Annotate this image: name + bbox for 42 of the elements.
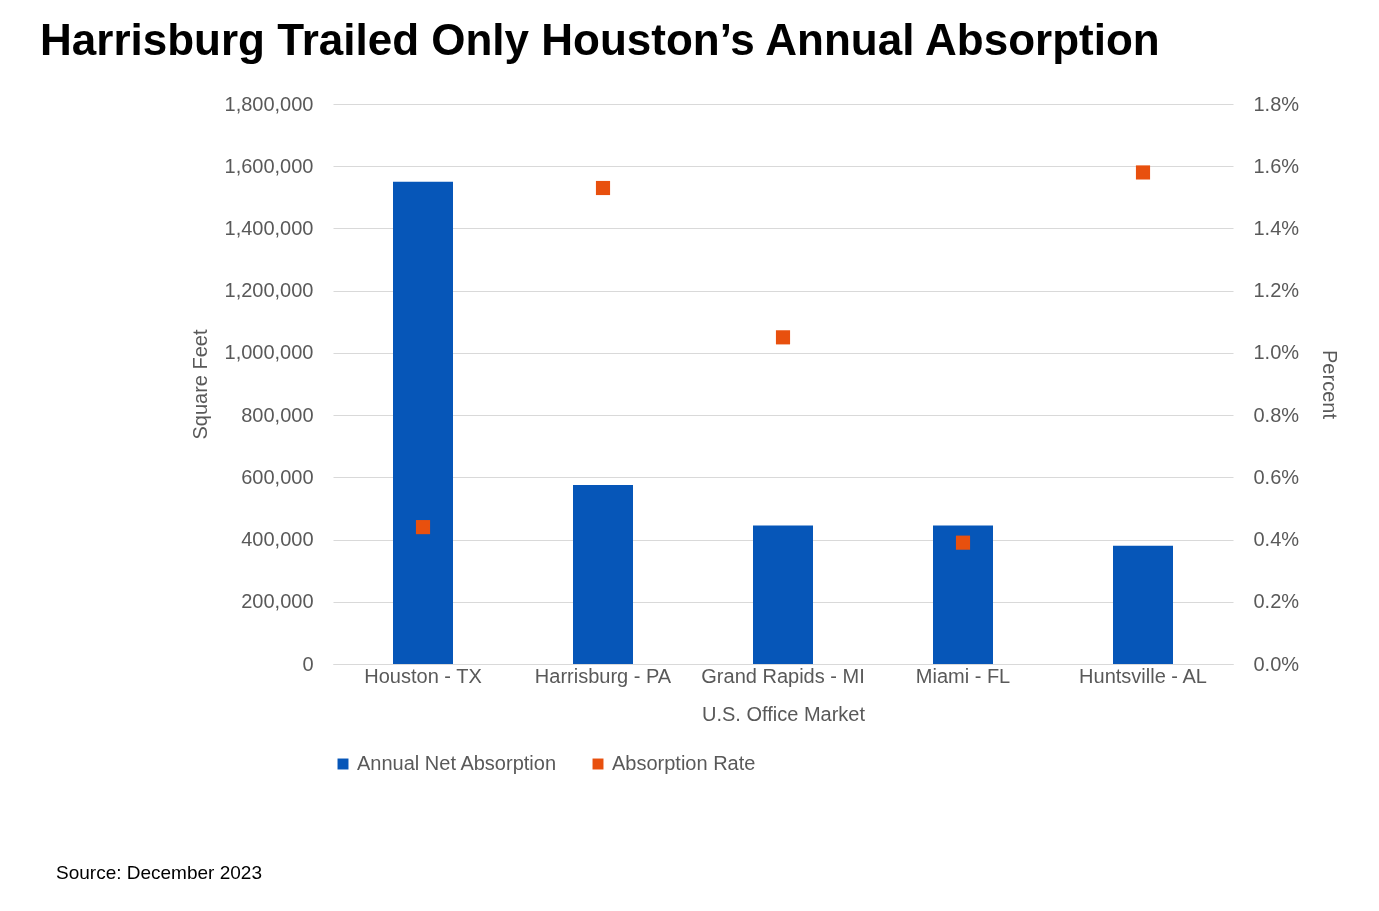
y2-tick-label: 0.4% — [1253, 528, 1300, 551]
legend-label: Absorption Rate — [612, 752, 756, 774]
y2-tick-label: 1.6% — [1253, 154, 1300, 177]
y-tick-label: 200,000 — [241, 590, 314, 613]
x-tick-label: Miami - FL — [915, 664, 1011, 687]
y-tick-label: 600,000 — [241, 465, 314, 488]
y2-tick-label: 0.6% — [1253, 465, 1300, 488]
point — [955, 535, 971, 550]
bar — [933, 525, 993, 664]
y-tick-label: 1,200,000 — [224, 279, 314, 302]
y2-tick-label: 1.4% — [1253, 216, 1300, 239]
y2-tick-label: 0.2% — [1253, 590, 1300, 613]
chart-title: Harrisburg Trailed Only Houston’s Annual Absorption — [40, 15, 1160, 64]
x-axis-title: U.S. Office Market — [701, 702, 866, 725]
x-tick-label: Huntsville - AL — [1079, 664, 1207, 687]
legend-label: Annual Net Absorption — [357, 752, 557, 774]
bar — [573, 485, 633, 664]
y-tick-label: 0 — [302, 652, 314, 675]
y2-tick-label: 0.0% — [1253, 652, 1300, 675]
y-tick-label: 1,600,000 — [224, 154, 314, 177]
y2-tick-label: 1.2% — [1253, 279, 1300, 302]
point — [415, 520, 431, 535]
bar — [1113, 545, 1173, 664]
y-tick-label: 800,000 — [241, 403, 314, 426]
y-axis-title: Square Feet — [188, 329, 211, 440]
y2-tick-label: 1.8% — [1253, 92, 1300, 115]
x-tick-label: Harrisburg - PA — [534, 664, 672, 687]
source-note: Source: December 2023 — [56, 862, 262, 884]
bar — [393, 181, 453, 664]
point — [595, 180, 611, 196]
bar — [753, 525, 813, 664]
y-tick-label: 400,000 — [241, 528, 314, 551]
x-tick-label: Grand Rapids - MI — [701, 664, 865, 687]
y-tick-label: 1,800,000 — [224, 92, 314, 115]
point — [1135, 165, 1151, 180]
y2-tick-label: 1.0% — [1253, 341, 1300, 364]
y-tick-label: 1,000,000 — [224, 341, 314, 364]
y-tick-label: 1,400,000 — [224, 216, 314, 239]
y2-tick-label: 0.8% — [1253, 403, 1300, 426]
x-tick-label: Houston - TX — [364, 664, 482, 687]
point — [775, 330, 791, 345]
y2-axis-title: Percent — [1319, 350, 1342, 420]
